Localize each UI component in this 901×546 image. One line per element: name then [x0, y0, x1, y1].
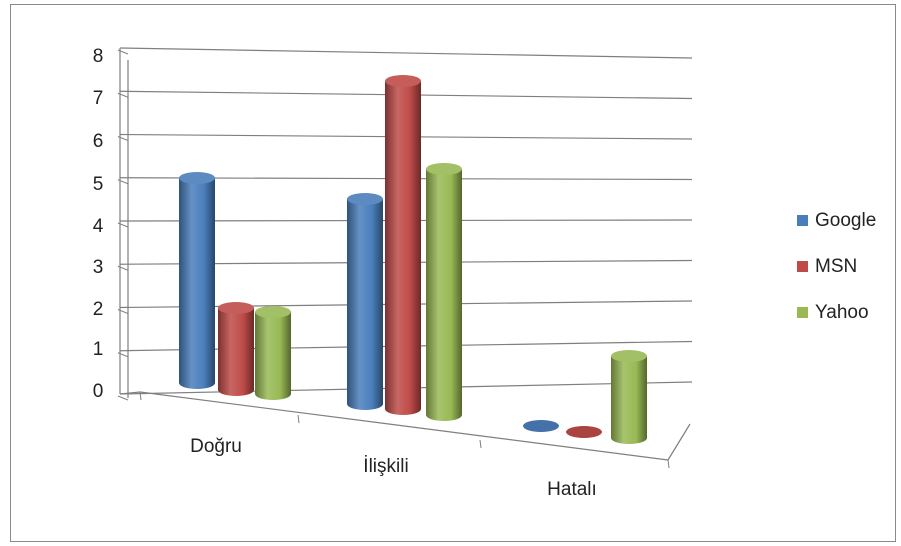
category-labels: Doğru İlişkili Hatalı — [190, 436, 597, 500]
bar-top — [426, 163, 462, 175]
legend-label-MSN: MSN — [815, 256, 857, 277]
x-axis-tick — [139, 391, 142, 401]
gridline — [119, 47, 693, 59]
legend: Google MSN Yahoo — [797, 210, 876, 323]
bar-top — [218, 302, 254, 314]
bar-İlişkili-MSN — [385, 75, 421, 415]
floor-front-edge — [139, 391, 669, 461]
bars — [179, 75, 647, 444]
category-label: Doğru — [190, 436, 242, 457]
y-tick-label: 4 — [93, 216, 104, 237]
bar-body — [611, 356, 647, 444]
y-tick-label: 3 — [93, 257, 104, 278]
category-label: Hatalı — [547, 479, 597, 500]
bar-Hatalı-Yahoo — [611, 350, 647, 444]
floor-left-edge — [119, 391, 141, 395]
axis-tick — [117, 395, 129, 401]
bar-top — [611, 350, 647, 362]
bar-top — [385, 75, 421, 87]
y-tick-label: 2 — [93, 299, 104, 320]
bar-body — [426, 169, 462, 421]
bar-body — [385, 81, 421, 415]
bar-body — [255, 312, 291, 400]
y-tick-label: 6 — [93, 131, 104, 152]
y-tick-label: 1 — [93, 339, 104, 360]
y-tick-label: 8 — [93, 46, 104, 67]
bar-İlişkili-Google — [347, 193, 383, 410]
bar-top — [255, 306, 291, 318]
bar-Doğru-Google — [179, 172, 215, 389]
legend-swatch-Google — [797, 215, 808, 226]
bar-Doğru-Yahoo — [255, 306, 291, 400]
legend-label-Google: Google — [815, 210, 876, 231]
bar-body — [179, 178, 215, 389]
x-axis-tick — [667, 459, 670, 469]
floor-right-edge — [667, 423, 691, 461]
x-axis-tick — [297, 414, 300, 424]
legend-swatch-MSN — [797, 261, 808, 272]
y-tick-label: 7 — [93, 88, 104, 109]
bar-body — [347, 199, 383, 410]
bar-Hatalı-MSN — [566, 426, 602, 438]
y-tick-label: 0 — [93, 381, 104, 402]
bar-base — [566, 426, 602, 438]
bar-İlişkili-Yahoo — [426, 163, 462, 421]
legend-label-Yahoo: Yahoo — [815, 302, 869, 323]
legend-swatch-Yahoo — [797, 307, 808, 318]
bar-Hatalı-Google — [523, 420, 559, 432]
bar-top — [347, 193, 383, 205]
y-tick-labels: 0 1 2 3 4 5 6 7 8 — [93, 46, 104, 402]
y-tick-label: 5 — [93, 174, 104, 195]
category-label: İlişkili — [363, 456, 408, 477]
bar-base — [523, 420, 559, 432]
bar-body — [218, 308, 254, 396]
axes — [119, 48, 691, 469]
x-axis-tick — [479, 439, 482, 449]
bar-Doğru-MSN — [218, 302, 254, 396]
bar-top — [179, 172, 215, 184]
